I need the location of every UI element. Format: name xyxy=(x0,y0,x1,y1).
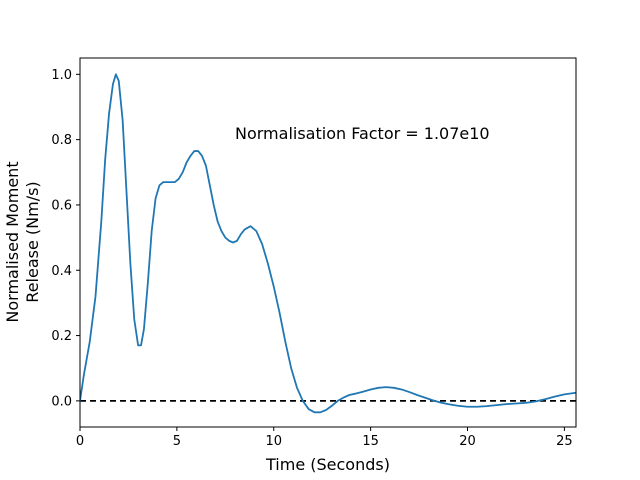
x-axis-label: Time (Seconds) xyxy=(265,455,390,474)
plot-area xyxy=(80,73,576,414)
x-tick-label: 0 xyxy=(76,434,84,449)
x-tick-label: 10 xyxy=(265,434,282,449)
x-tick-label: 25 xyxy=(556,434,573,449)
annotation-text: Normalisation Factor = 1.07e10 xyxy=(235,124,490,143)
y-tick-label: 0.6 xyxy=(51,198,72,213)
x-tick-label: 20 xyxy=(459,434,476,449)
x-tick-label: 5 xyxy=(173,434,181,449)
series-line-0 xyxy=(80,73,576,414)
y-axis-label-line-1: Normalised Moment xyxy=(3,161,22,322)
y-tick-label: 0.4 xyxy=(51,264,72,279)
y-ticks: 0.0 0.2 0.4 0.6 0.8 1.0 xyxy=(51,68,80,409)
x-tick-label: 15 xyxy=(362,434,379,449)
y-tick-label: 1.0 xyxy=(51,68,72,83)
x-ticks: 0 5 10 15 20 25 xyxy=(76,427,573,449)
y-tick-label: 0.2 xyxy=(51,329,72,344)
y-axis-label: Normalised Moment Release (Nm/s) xyxy=(3,161,42,322)
y-tick-label: 0.0 xyxy=(51,394,72,409)
y-axis-label-line-2: Release (Nm/s) xyxy=(23,181,42,302)
y-tick-label: 0.8 xyxy=(51,133,72,148)
axes-frame xyxy=(79,57,577,428)
